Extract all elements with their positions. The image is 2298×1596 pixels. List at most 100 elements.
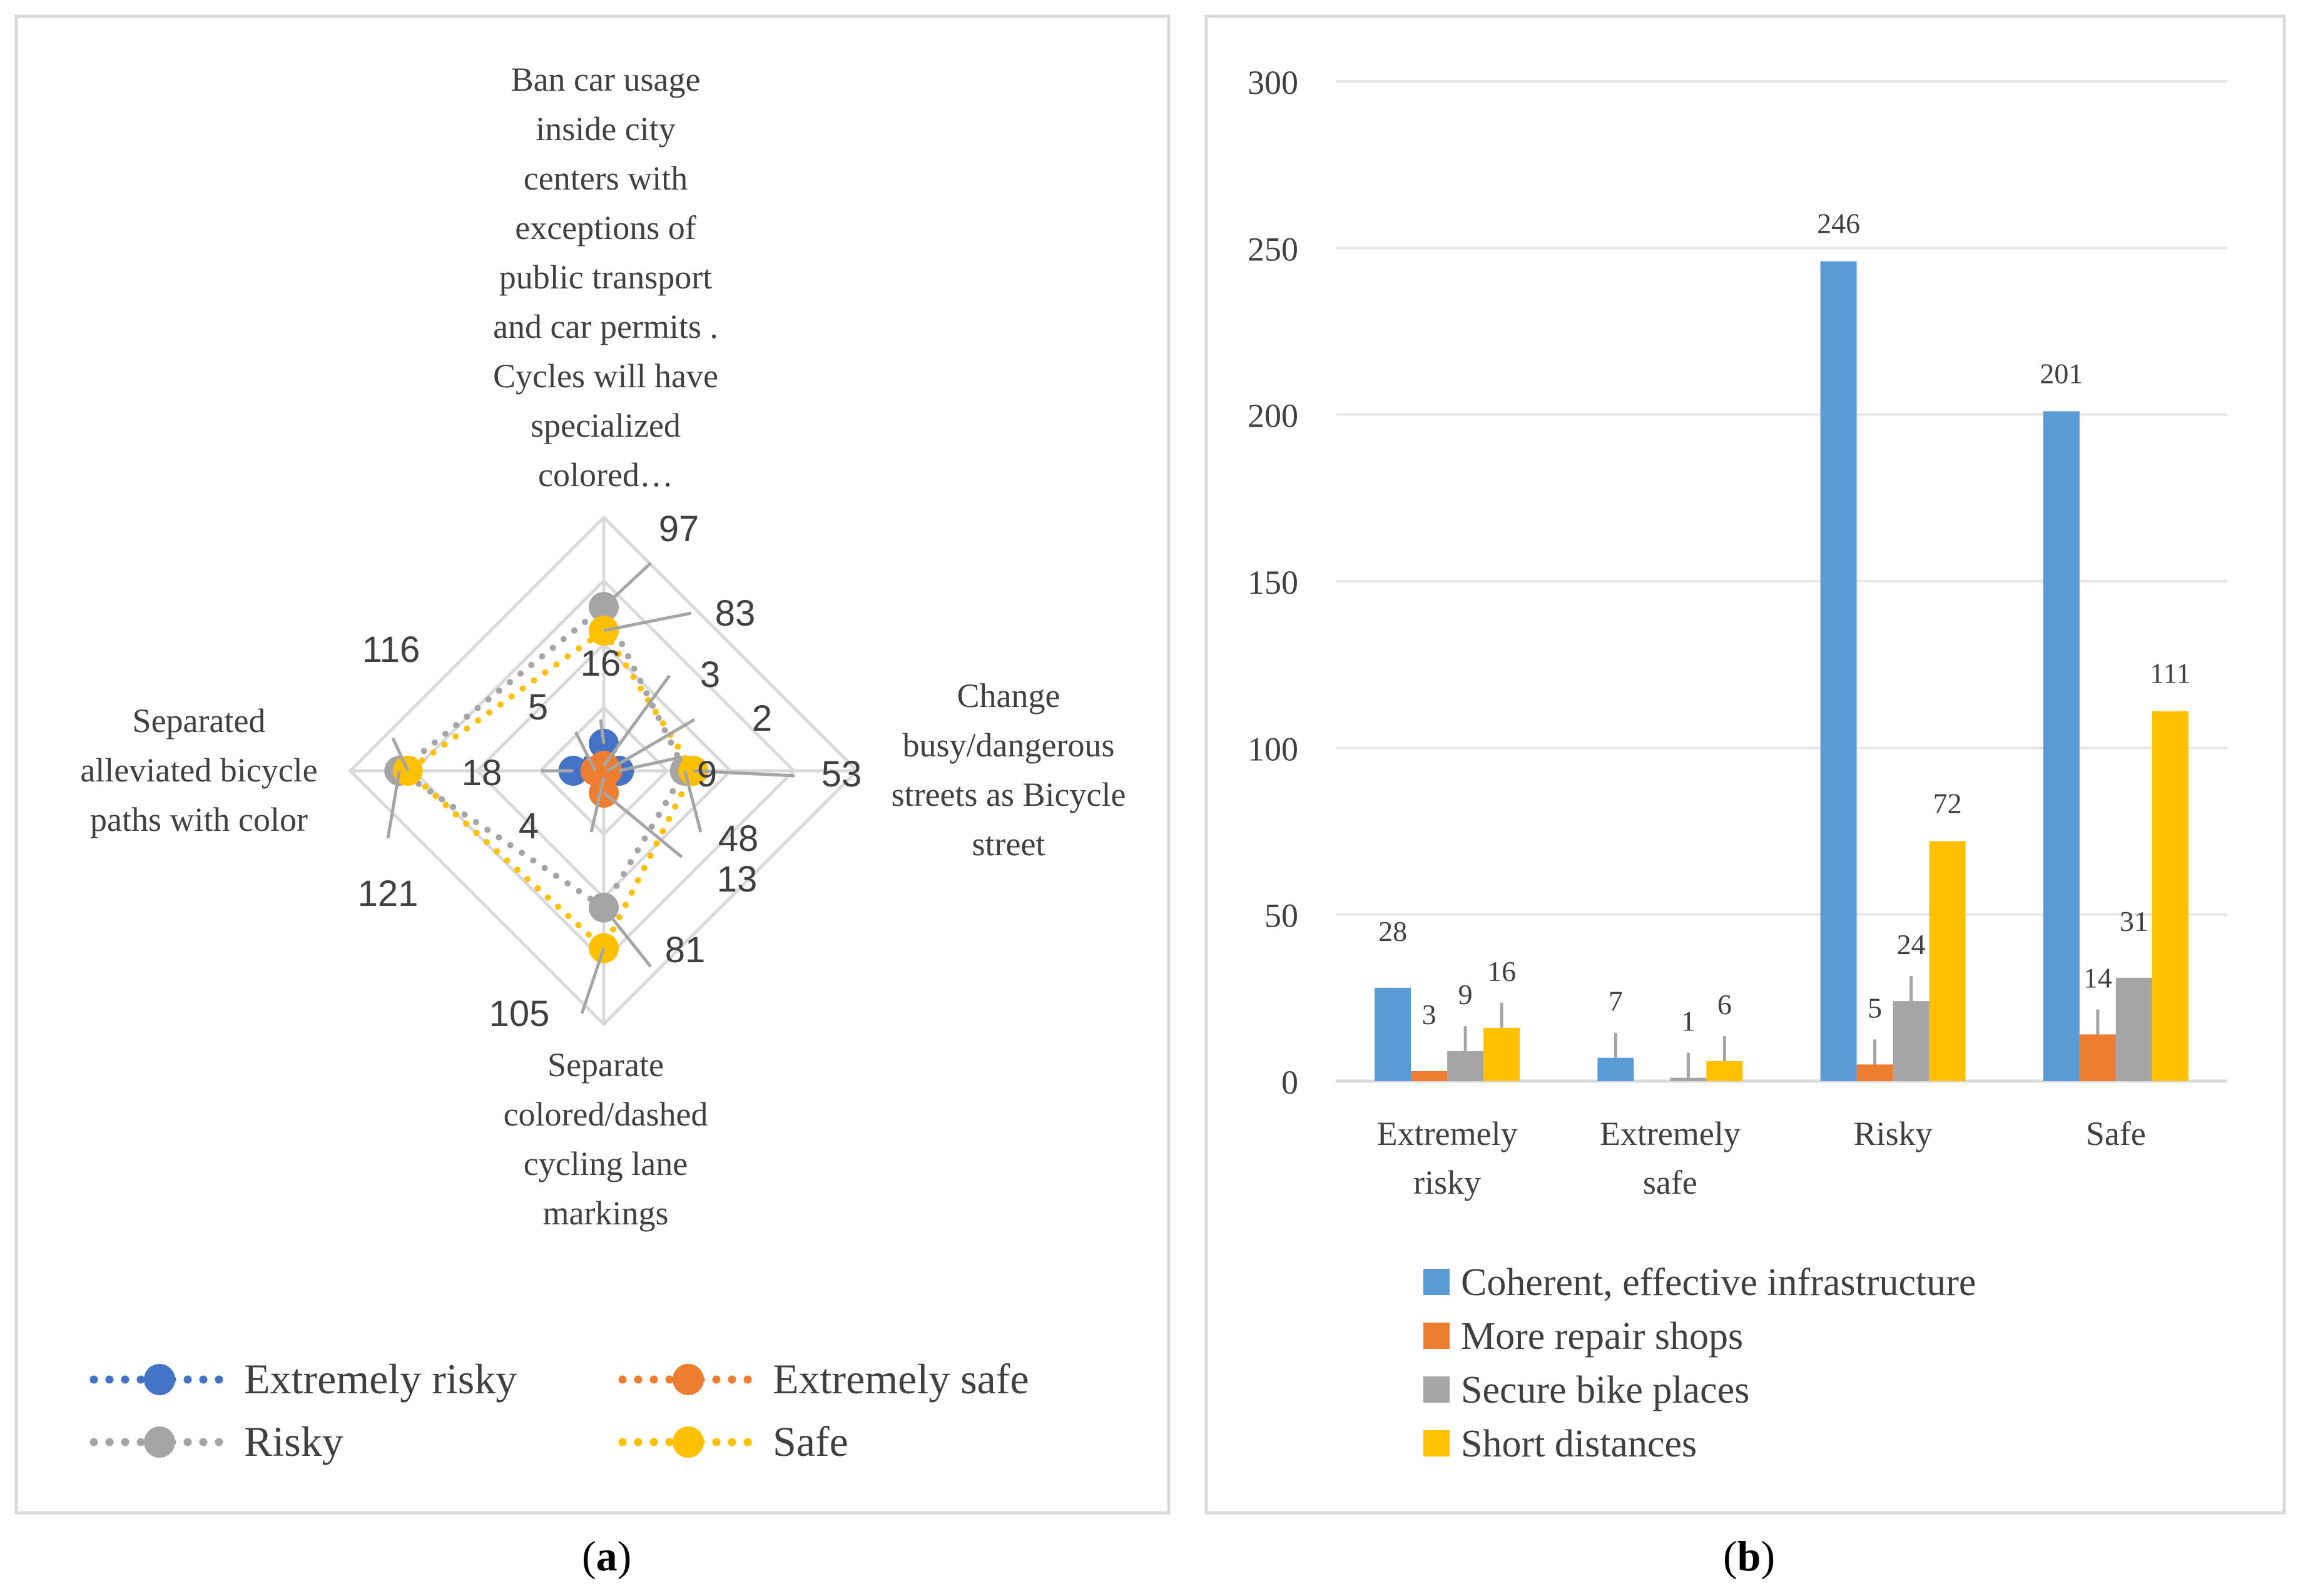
bar-secure-bike-places-3 xyxy=(2115,977,2152,1081)
bar-short-distances-0 xyxy=(1483,1027,1520,1081)
radar-data-label-safe-3: 105 xyxy=(489,994,550,1034)
legend-marker-extremely-safe xyxy=(673,1364,704,1395)
bar-bars xyxy=(1375,261,2189,1081)
bar-y-tick-250: 250 xyxy=(1248,230,1298,268)
caption-b: (b) xyxy=(1723,1532,1775,1580)
bar-legend-label-coherent-effective-infrastructure: Coherent, effective infrastructure xyxy=(1461,1261,1976,1304)
bar-coherent-effective-infrastructure-0 xyxy=(1375,987,1411,1081)
radar-axis-label-2: Change busy/dangerous streets as Bicycle st… xyxy=(892,677,1126,863)
bar-y-tick-200: 200 xyxy=(1248,397,1298,435)
bar-secure-bike-places-1 xyxy=(1670,1077,1707,1081)
panel-b-frame xyxy=(1204,14,2286,1515)
caption-a-letter: a xyxy=(596,1532,618,1580)
legend-label-extremely-risky: Extremely risky xyxy=(244,1355,517,1403)
legend-label-extremely-safe: Extremely safe xyxy=(773,1355,1029,1403)
bar-coherent-effective-infrastructure-3 xyxy=(2043,411,2080,1081)
bar-coherent-effective-infrastructure-1 xyxy=(1597,1057,1634,1081)
radar-chart: 16 9 4 18 32 13 5 97 48 81 121 83 53 105 116 Ban car u… xyxy=(80,61,1126,1465)
radar-axis-label-3-line-1: Separate xyxy=(547,1046,664,1084)
radar-leader-extremely-risky-3 xyxy=(589,777,606,833)
bar-data-label-short-distances-0: 16 xyxy=(1487,955,1516,987)
bar-more-repair-shops-3 xyxy=(2079,1034,2116,1081)
radar-axis-label-3-line-2: colored/dashed xyxy=(504,1095,708,1133)
bar-legend-swatch-coherent-effective-infrastructure xyxy=(1423,1269,1450,1295)
radar-axis-label-1-line-1: Ban car usage xyxy=(511,61,701,98)
radar-axis-label-1-line-4: exceptions of xyxy=(515,209,696,247)
bar-data-label-coherent-effective-infrastructure-3: 201 xyxy=(2040,357,2083,389)
bar-data-label-more-repair-shops-2: 5 xyxy=(1868,992,1882,1024)
radar-axis-label-1-line-5: public transport xyxy=(499,258,712,296)
bar-data-label-coherent-effective-infrastructure-2: 246 xyxy=(1817,208,1860,240)
radar-leader-safe-4 xyxy=(391,737,410,772)
radar-axis-label-2-line-3: streets as Bicycle xyxy=(892,776,1126,813)
radar-leader-safe-1 xyxy=(603,611,692,633)
bar-x-tick-1-line-2: safe xyxy=(1643,1164,1697,1201)
bar-data-label-secure-bike-places-1: 1 xyxy=(1681,1005,1696,1037)
bar-data-label-more-repair-shops-0: 3 xyxy=(1422,999,1436,1030)
radar-leader-extremely-risky-2 xyxy=(618,755,683,773)
bar-data-label-coherent-effective-infrastructure-0: 28 xyxy=(1378,915,1407,947)
legend-label-safe: Safe xyxy=(773,1418,848,1465)
radar-data-label-safe-4: 116 xyxy=(362,629,420,670)
radar-axis-label-1: Ban car usage inside city centers with exce… xyxy=(493,61,718,494)
radar-data-label-safe-1: 83 xyxy=(715,593,756,634)
bar-data-label-coherent-effective-infrastructure-1: 7 xyxy=(1609,985,1623,1017)
radar-data-label-extremely-risky-2: 9 xyxy=(697,754,717,795)
radar-axis-label-2-line-2: busy/dangerous xyxy=(903,726,1115,764)
radar-leader-extremely-risky-1 xyxy=(599,719,606,745)
bar-secure-bike-places-0 xyxy=(1447,1051,1484,1081)
bar-data-label-secure-bike-places-2: 24 xyxy=(1897,928,1926,960)
radar-axis-labels: Ban car usage inside city centers with exce… xyxy=(80,61,1126,1232)
bar-x-tick-labels: Extremely risky Extremely safe Risky Safe xyxy=(1377,1115,2146,1201)
bar-x-tick-2: Risky xyxy=(1854,1115,1933,1152)
bar-x-tick-2-line-1: Risky xyxy=(1854,1115,1933,1152)
bar-data-label-more-repair-shops-3: 14 xyxy=(2083,962,2112,994)
bar-x-tick-3: Safe xyxy=(2086,1115,2146,1152)
bar-more-repair-shops-0 xyxy=(1411,1071,1448,1081)
radar-leader-safe-3 xyxy=(580,947,606,1014)
bar-legend-label-secure-bike-places: Secure bike places xyxy=(1461,1369,1749,1411)
legend-label-risky: Risky xyxy=(244,1418,343,1465)
bar-short-distances-3 xyxy=(2152,711,2189,1081)
radar-axis-label-3-line-4: markings xyxy=(543,1194,669,1232)
bar-legend-swatch-short-distances xyxy=(1423,1430,1450,1456)
bar-y-tick-100: 100 xyxy=(1248,730,1298,768)
radar-leader-extremely-safe-2 xyxy=(606,718,696,773)
radar-axis-label-2-line-1: Change xyxy=(957,677,1060,714)
legend-marker-safe xyxy=(673,1426,704,1458)
bar-legend-swatch-secure-bike-places xyxy=(1423,1376,1450,1403)
radar-leader-risky-3 xyxy=(602,907,652,968)
bar-data-label-short-distances-2: 72 xyxy=(1933,787,1962,819)
radar-leader-risky-4 xyxy=(386,770,401,839)
bar-gridlines xyxy=(1336,80,2227,1083)
bar-x-tick-1: Extremely safe xyxy=(1600,1115,1741,1201)
radar-axis-label-1-line-3: centers with xyxy=(524,160,688,197)
radar-leader-extremely-safe-3 xyxy=(602,791,683,858)
bar-y-tick-50: 50 xyxy=(1264,897,1298,935)
bar-x-tick-1-line-1: Extremely xyxy=(1600,1115,1741,1152)
radar-data-label-extremely-safe-3: 13 xyxy=(717,859,758,900)
radar-axis-label-1-line-7: Cycles will have xyxy=(493,357,718,395)
radar-data-label-extremely-safe-2: 2 xyxy=(752,698,772,739)
bar-data-label-secure-bike-places-0: 9 xyxy=(1458,978,1473,1010)
bar-y-tick-0: 0 xyxy=(1281,1064,1298,1101)
radar-data-label-safe-2: 53 xyxy=(821,754,862,795)
radar-axis-label-1-line-9: colored… xyxy=(538,456,673,494)
bar-x-tick-3-line-1: Safe xyxy=(2086,1115,2146,1152)
radar-axis-label-4-line-3: paths with color xyxy=(90,801,308,838)
bar-data-label-secure-bike-places-3: 31 xyxy=(2120,905,2148,937)
radar-data-label-extremely-risky-4: 18 xyxy=(462,753,502,793)
legend-marker-extremely-risky xyxy=(144,1364,175,1395)
bar-legend: Coherent, effective infrastructure More r… xyxy=(1423,1261,1976,1465)
bar-y-tick-150: 150 xyxy=(1248,564,1298,601)
radar-series-line-safe xyxy=(402,626,697,953)
bar-short-distances-2 xyxy=(1929,841,1966,1081)
radar-data-label-extremely-safe-1: 3 xyxy=(700,654,720,695)
bar-y-tick-labels: 0 50 100 150 200 250 300 xyxy=(1248,64,1298,1101)
caption-a: (a) xyxy=(582,1532,631,1580)
radar-data-label-extremely-risky-1: 16 xyxy=(581,643,621,684)
bar-legend-label-more-repair-shops: More repair shops xyxy=(1461,1315,1743,1358)
radar-data-label-risky-1: 97 xyxy=(659,509,699,549)
radar-data-labels: 16 9 4 18 32 13 5 97 48 81 121 83 53 105 116 xyxy=(358,509,862,1034)
bar-legend-label-short-distances: Short distances xyxy=(1461,1423,1697,1465)
